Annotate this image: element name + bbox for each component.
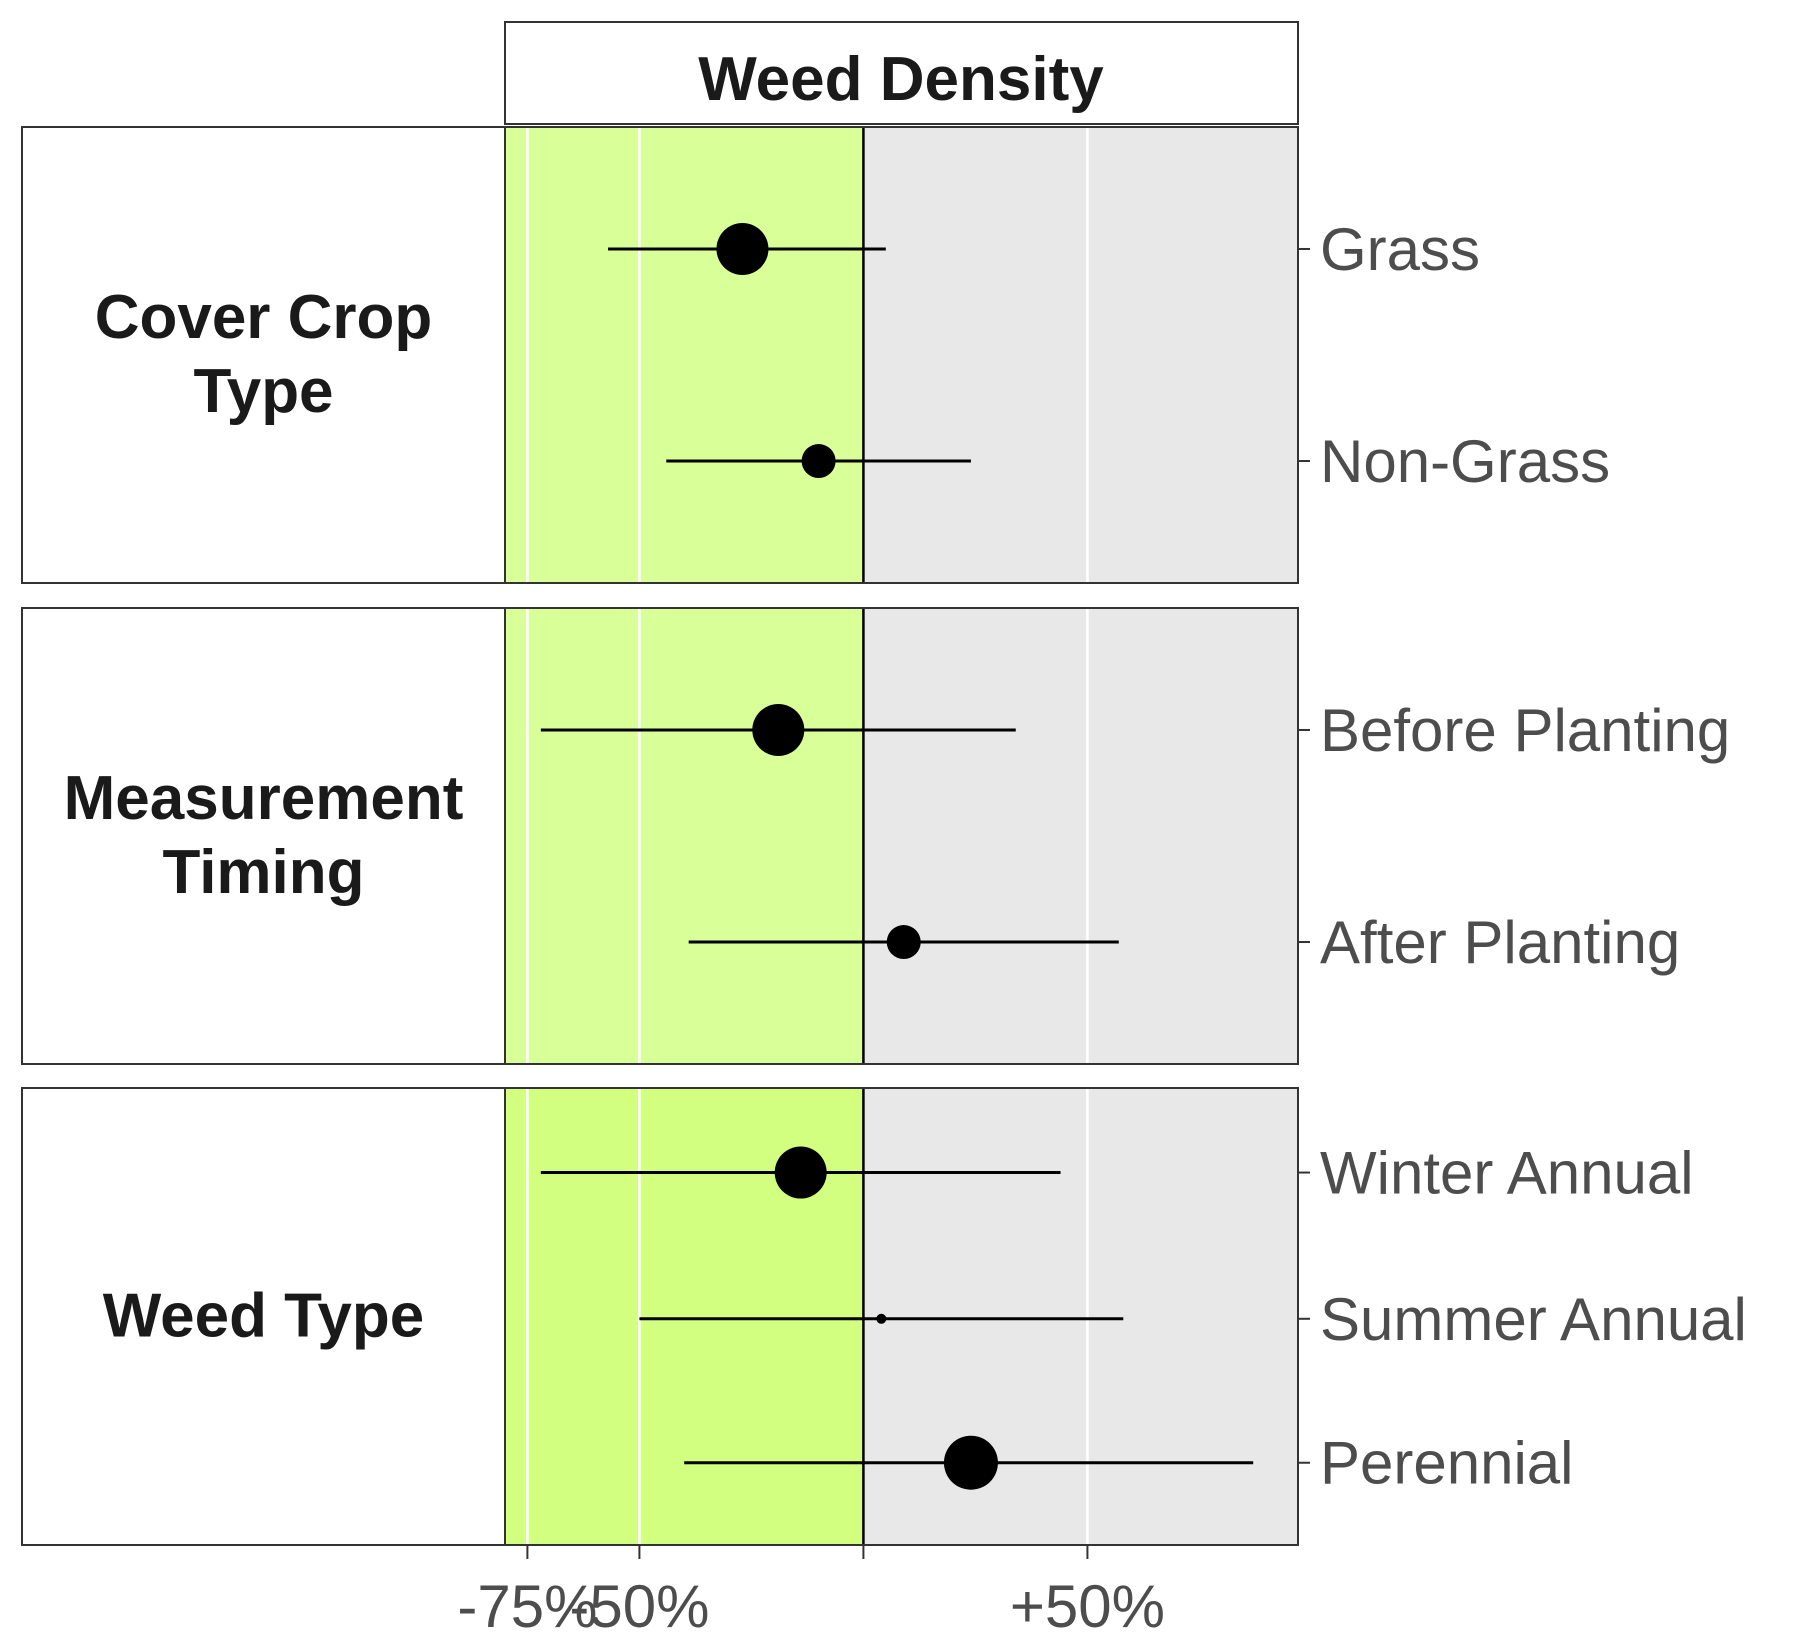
row-label: Non-Grass xyxy=(1320,428,1610,495)
row-label: Summer Annual xyxy=(1320,1286,1747,1353)
facet-strip xyxy=(21,126,506,584)
facet-strip xyxy=(21,1087,506,1546)
estimate-point xyxy=(801,444,836,479)
row-label: Perennial xyxy=(1320,1430,1574,1497)
row-label: Before Planting xyxy=(1320,697,1730,764)
facet-label-line: Measurement xyxy=(64,764,464,833)
positive-shading xyxy=(863,127,1298,583)
panel-3: Weed Type Winter Annual Summer Annual Peren… xyxy=(21,1087,1747,1546)
panel-border xyxy=(504,607,1299,1065)
facet-label-line: Type xyxy=(193,357,333,426)
row-label: Grass xyxy=(1320,216,1480,283)
row-label: After Planting xyxy=(1320,909,1680,976)
x-tick-label: -75% xyxy=(457,1573,597,1640)
facet-label-line: Timing xyxy=(162,838,364,907)
negative-shading xyxy=(505,608,864,1064)
panel-border xyxy=(504,126,1299,584)
facet-strip xyxy=(21,607,506,1065)
positive-shading xyxy=(863,608,1298,1064)
estimate-point xyxy=(716,222,769,275)
title-strip xyxy=(504,21,1299,125)
estimate-point xyxy=(752,703,805,756)
x-tick-label: +50% xyxy=(1010,1573,1165,1640)
estimate-point xyxy=(774,1146,827,1199)
estimate-point xyxy=(876,1313,887,1324)
negative-shading xyxy=(505,127,864,583)
chart-title: Weed Density xyxy=(698,45,1104,114)
estimate-point xyxy=(886,925,921,960)
estimate-point xyxy=(943,1435,998,1490)
facet-label-line: Weed Type xyxy=(103,1282,425,1351)
positive-shading xyxy=(863,1088,1298,1545)
x-axis: -75%-50% +50% xyxy=(457,1545,1165,1640)
facet-label-line: Cover Crop xyxy=(95,283,433,352)
row-label: Winter Annual xyxy=(1320,1140,1694,1207)
x-tick-label: -50% xyxy=(569,1573,709,1640)
panel-border xyxy=(504,1087,1299,1546)
